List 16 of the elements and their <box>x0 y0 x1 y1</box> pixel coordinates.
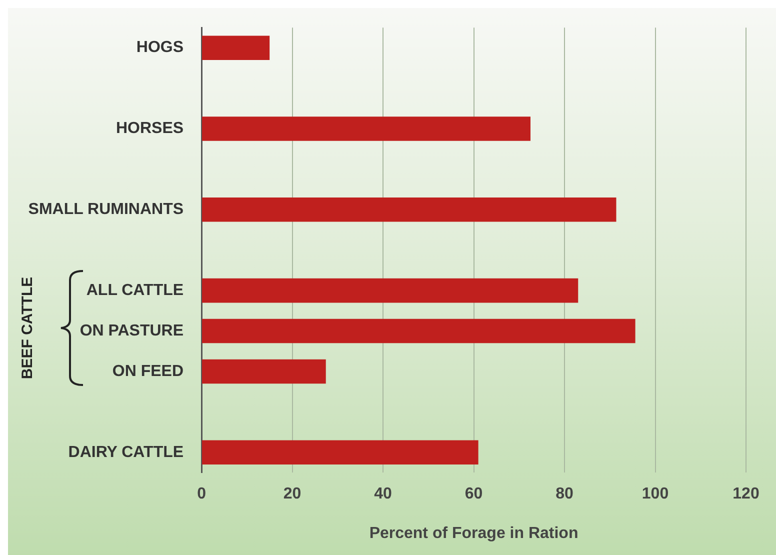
y-tick-label: ON FEED <box>112 362 184 380</box>
x-tick-label: 60 <box>464 486 483 503</box>
x-tick-label: 20 <box>283 486 302 503</box>
x-tick-label: 0 <box>197 486 206 503</box>
y-tick-label: SMALL RUMINANTS <box>28 201 184 218</box>
text: BEEF CATTLE <box>19 276 36 380</box>
x-tick-label: 100 <box>642 486 669 503</box>
x-tick-label: 80 <box>556 486 574 503</box>
x-tick-label: 40 <box>374 486 392 503</box>
y-tick-label: ON PASTURE <box>80 322 184 340</box>
y-tick-label: HOGS <box>136 39 184 56</box>
y-tick-label: HORSES <box>116 120 184 138</box>
y-tick-label: DAIRY CATTLE <box>68 444 184 461</box>
y-tick-label: ALL CATTLE <box>86 282 184 299</box>
x-axis-title: Percent of Forage in Ration <box>369 524 578 542</box>
x-tick-label: 120 <box>732 486 760 503</box>
